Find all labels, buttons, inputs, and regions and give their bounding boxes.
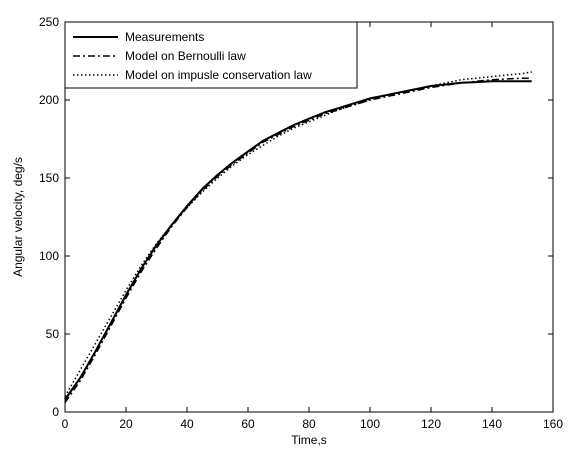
legend-label-bernoulli: Model on Bernoulli law <box>125 49 246 63</box>
x-tick-label: 0 <box>62 417 69 431</box>
y-axis-label: Angular velocity, deg/s <box>11 157 25 277</box>
legend-box <box>64 21 358 89</box>
x-tick-label: 160 <box>543 417 563 431</box>
legend-label-impulse: Model on impusle conservation law <box>125 68 312 82</box>
legend: Measurements Model on Bernoulli law Mode… <box>64 21 358 89</box>
series-measurements-line <box>64 80 532 401</box>
y-tick-label: 150 <box>39 171 59 185</box>
y-tick-label: 0 <box>52 405 59 419</box>
y-tick-label: 50 <box>46 327 60 341</box>
x-axis-label: Time,s <box>291 433 327 447</box>
x-tick-label: 20 <box>119 417 133 431</box>
x-tick-label: 100 <box>360 417 380 431</box>
y-tick-label: 200 <box>39 93 59 107</box>
ticks-layer: 0 20 40 60 80 100 120 140 160 0 50 100 150 200 250 <box>39 15 563 431</box>
x-tick-label: 80 <box>302 417 316 431</box>
x-tick-label: 140 <box>482 417 502 431</box>
y-tick-label: 250 <box>39 15 59 29</box>
series-bernoulli-line <box>64 77 532 404</box>
x-tick-label: 40 <box>180 417 194 431</box>
legend-label-measurements: Measurements <box>125 30 204 44</box>
x-tick-label: 60 <box>241 417 255 431</box>
x-tick-label: 120 <box>421 417 441 431</box>
y-tick-label: 100 <box>39 249 59 263</box>
series-layer <box>64 71 532 404</box>
series-impulse-line <box>64 71 532 397</box>
